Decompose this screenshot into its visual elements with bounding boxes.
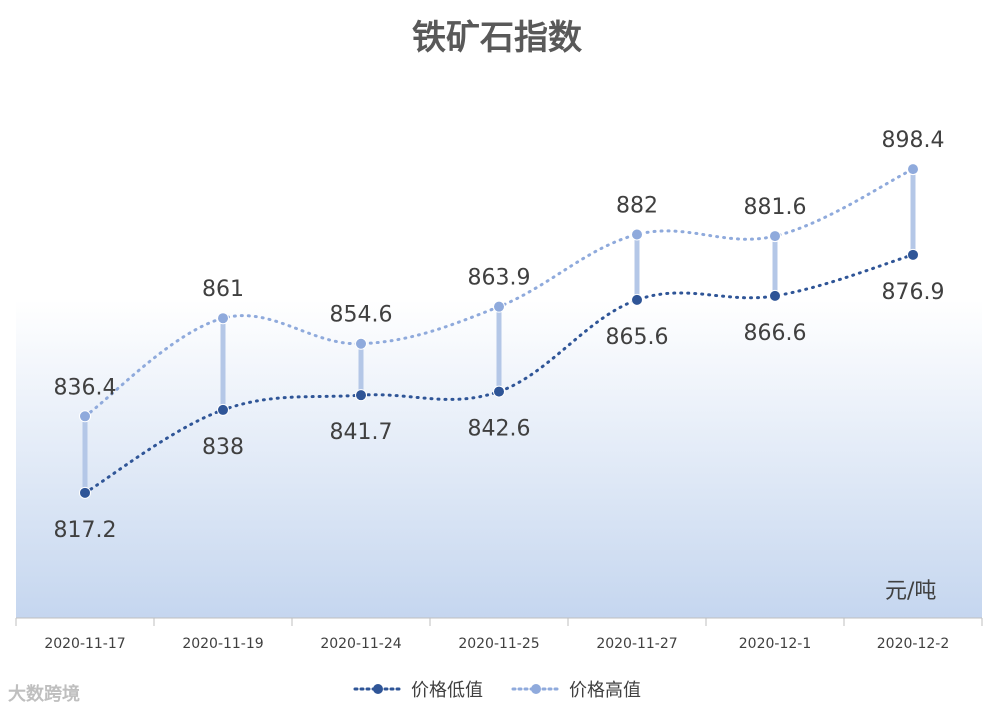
- data-point-low[interactable]: [79, 486, 91, 499]
- data-point-high[interactable]: [769, 230, 781, 243]
- data-label-high: 863.9: [468, 266, 531, 291]
- x-tick-label: 2020-11-19: [182, 636, 263, 652]
- data-label-high: 881.6: [744, 195, 807, 220]
- data-label-high: 836.4: [54, 375, 117, 400]
- data-label-high: 854.6: [330, 303, 393, 328]
- data-point-low[interactable]: [493, 385, 505, 398]
- data-point-low[interactable]: [631, 293, 643, 306]
- data-label-low: 865.6: [606, 325, 669, 350]
- legend-label-low: 价格低值: [411, 680, 483, 701]
- data-label-low: 876.9: [882, 280, 945, 305]
- data-point-low[interactable]: [217, 403, 229, 416]
- data-point-low[interactable]: [907, 248, 919, 261]
- chart-title: 铁矿石指数: [412, 18, 582, 58]
- data-label-high: 882: [616, 193, 658, 218]
- legend-item-low[interactable]: 价格低值: [353, 676, 483, 702]
- x-tick-label: 2020-12-1: [739, 636, 811, 652]
- legend-label-high: 价格高值: [569, 680, 641, 701]
- data-label-low: 838: [202, 435, 244, 460]
- watermark: 大数跨境: [8, 684, 80, 705]
- data-point-high[interactable]: [79, 410, 91, 423]
- legend-marker-high: [511, 684, 561, 694]
- x-tick-label: 2020-11-17: [44, 636, 125, 652]
- data-point-low[interactable]: [769, 289, 781, 302]
- data-point-high[interactable]: [907, 163, 919, 176]
- data-point-high[interactable]: [217, 312, 229, 325]
- x-tick-label: 2020-11-27: [596, 636, 677, 652]
- legend: 价格低值 价格高值: [0, 676, 994, 702]
- data-point-high[interactable]: [493, 300, 505, 313]
- legend-marker-low: [353, 684, 403, 694]
- x-tick-label: 2020-12-2: [877, 636, 949, 652]
- data-point-high[interactable]: [355, 337, 367, 350]
- x-tick-label: 2020-11-25: [458, 636, 539, 652]
- x-tick-label: 2020-11-24: [320, 636, 401, 652]
- data-label-low: 866.6: [744, 321, 807, 346]
- data-label-high: 898.4: [882, 128, 945, 153]
- unit-label: 元/吨: [885, 579, 937, 604]
- data-label-low: 842.6: [468, 417, 531, 442]
- data-label-low: 817.2: [54, 518, 117, 543]
- data-label-high: 861: [202, 277, 244, 302]
- data-label-low: 841.7: [330, 420, 393, 445]
- data-point-low[interactable]: [355, 389, 367, 402]
- data-point-high[interactable]: [631, 228, 643, 241]
- legend-item-high[interactable]: 价格高值: [511, 676, 641, 702]
